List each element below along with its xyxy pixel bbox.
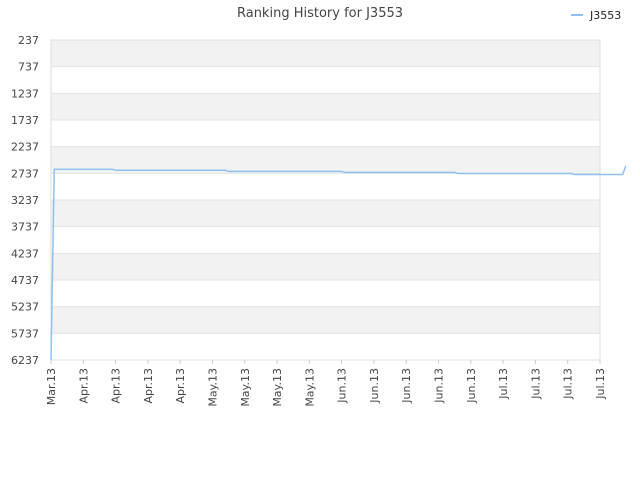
y-tick-label: 737 xyxy=(18,61,39,74)
y-tick-label: 2237 xyxy=(11,141,39,154)
x-tick-label: Jul.13 xyxy=(497,368,510,400)
chart-title: Ranking History for J3553 xyxy=(237,6,403,21)
y-tick-label: 3237 xyxy=(11,194,39,207)
legend: J3553 xyxy=(571,9,621,22)
x-axis: Mar.13 Apr.13 Apr.13 Apr.13 Apr.13 May.13 May.… xyxy=(45,360,607,407)
x-tick-label: Jun.13 xyxy=(433,368,446,404)
x-tick-label: Apr.13 xyxy=(77,368,90,404)
series-line-j3553 xyxy=(50,165,627,361)
x-tick-label: Jun.13 xyxy=(400,368,413,404)
series-layer xyxy=(50,165,627,361)
x-tick-label: May.13 xyxy=(206,368,219,407)
y-tick-label: 4737 xyxy=(11,274,39,287)
grid-band xyxy=(51,333,600,360)
y-tick-label: 2737 xyxy=(11,167,39,180)
x-tick-label: Jun.13 xyxy=(336,368,349,404)
legend-label-j3553: J3553 xyxy=(589,9,621,22)
x-tick-label: Jul.13 xyxy=(594,368,607,400)
y-tick-label: 1237 xyxy=(11,87,39,100)
x-tick-label: Apr.13 xyxy=(142,368,155,404)
plot-border xyxy=(50,39,601,361)
y-tick-label: 237 xyxy=(18,34,39,47)
grid-band xyxy=(51,93,600,120)
x-tick-label: Jul.13 xyxy=(562,368,575,400)
x-tick-label: Apr.13 xyxy=(174,368,187,404)
grid-band xyxy=(51,40,600,67)
y-tick-label: 5737 xyxy=(11,327,39,340)
y-tick-label: 1737 xyxy=(11,114,39,127)
x-tick-label: May.13 xyxy=(271,368,284,407)
grid-bands xyxy=(51,40,600,360)
grid-band xyxy=(51,173,600,200)
grid-band xyxy=(51,146,600,174)
y-tick-label: 3737 xyxy=(11,221,39,234)
x-tick-label: Jun.13 xyxy=(368,368,381,404)
x-tick-label: Jun.13 xyxy=(465,368,478,404)
grid-band xyxy=(51,120,600,147)
x-tick-label: Mar.13 xyxy=(45,368,58,405)
x-tick-label: May.13 xyxy=(239,368,252,407)
grid-band xyxy=(51,306,600,334)
x-tick-label: Jul.13 xyxy=(529,368,542,400)
x-tick-label: May.13 xyxy=(303,368,316,407)
grid-band xyxy=(51,200,600,227)
x-tick-label: Apr.13 xyxy=(110,368,123,404)
y-tick-label: 4237 xyxy=(11,247,39,260)
y-tick-label: 6237 xyxy=(11,354,39,367)
grid-band xyxy=(51,226,600,254)
grid-band xyxy=(51,253,600,280)
y-axis: 237 737 1237 1737 2237 2737 3237 3737 4237 4737 52… xyxy=(11,34,39,367)
grid-band xyxy=(51,66,600,94)
y-tick-label: 5237 xyxy=(11,301,39,314)
grid-band xyxy=(51,280,600,307)
